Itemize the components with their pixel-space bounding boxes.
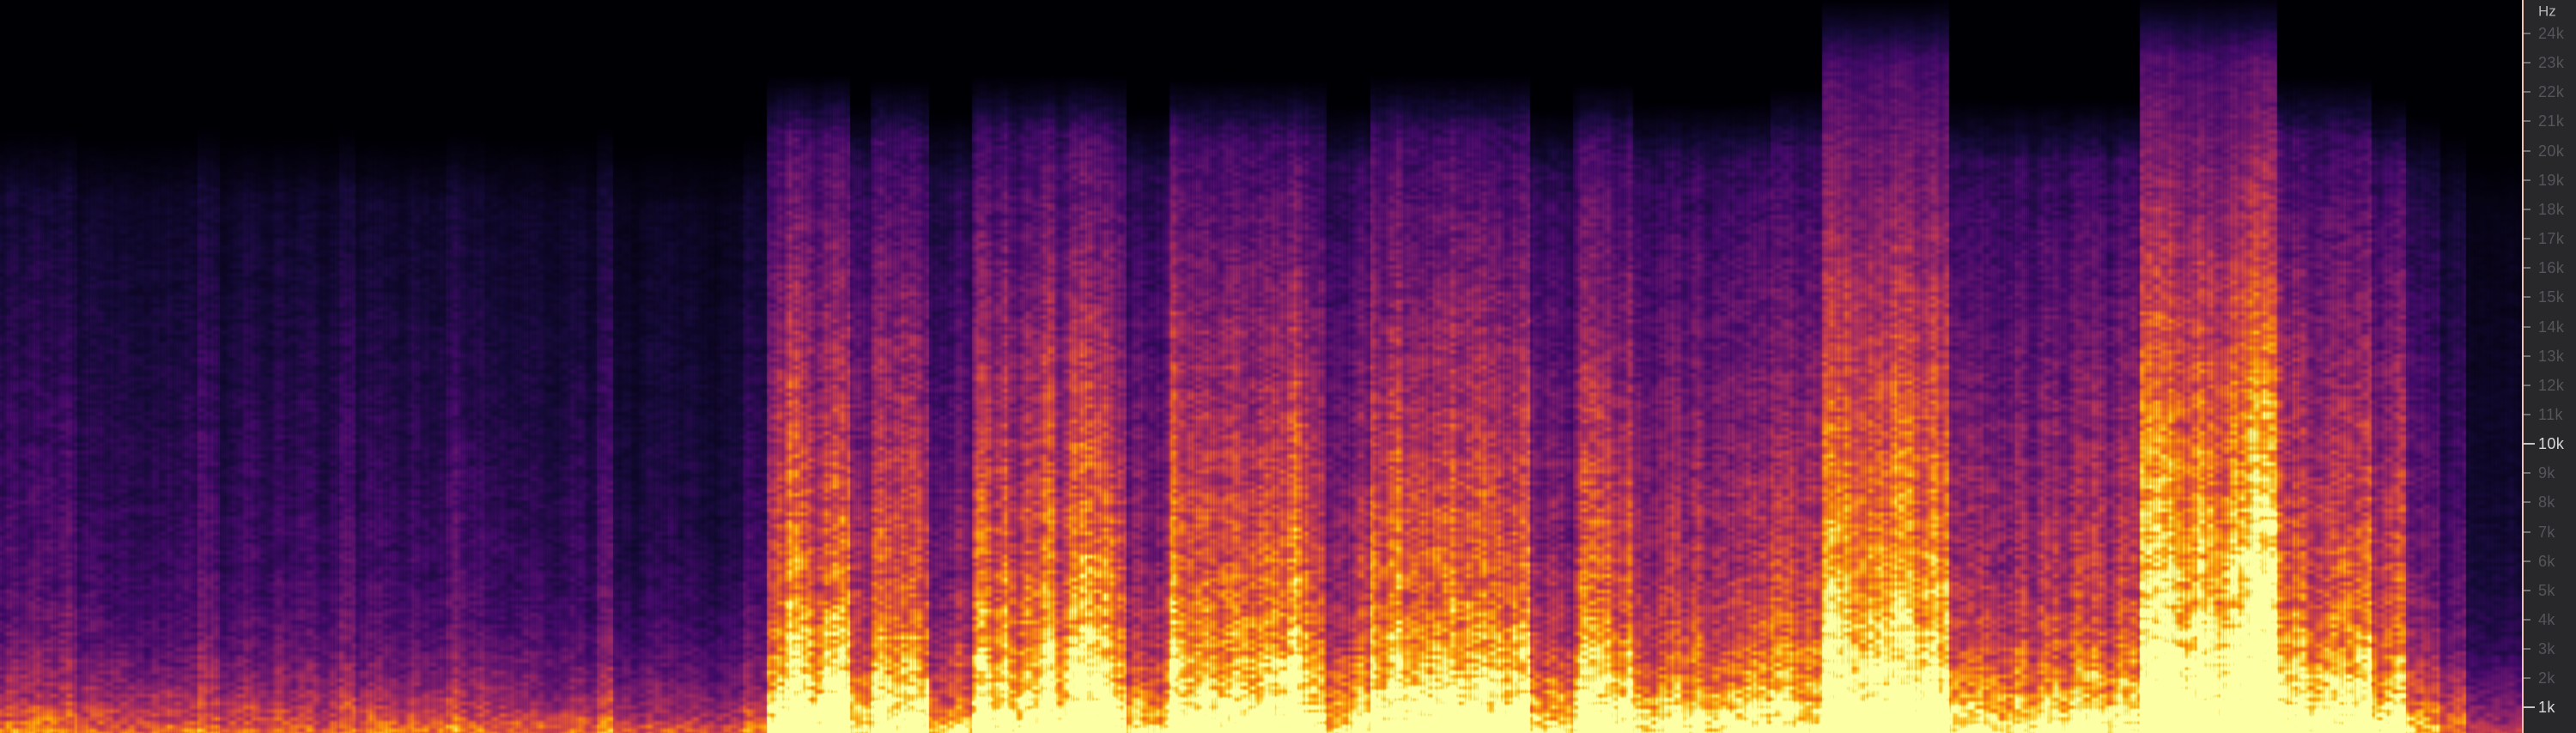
freq-tick [2524, 530, 2530, 533]
freq-tick [2524, 677, 2530, 680]
freq-label-22k: 22k [2538, 83, 2565, 101]
freq-label-8k: 8k [2538, 494, 2555, 512]
spectrogram-canvas[interactable] [0, 0, 2522, 733]
freq-tick [2524, 91, 2530, 94]
freq-label-18k: 18k [2538, 200, 2565, 218]
freq-label-16k: 16k [2538, 259, 2565, 277]
freq-tick [2524, 33, 2530, 34]
freq-label-4k: 4k [2538, 611, 2555, 628]
freq-tick [2524, 149, 2530, 152]
freq-label-12k: 12k [2538, 376, 2565, 394]
freq-tick [2524, 589, 2530, 591]
freq-tick [2524, 179, 2530, 181]
freq-label-10k: 10k [2538, 435, 2565, 453]
freq-label-20k: 20k [2538, 142, 2565, 160]
freq-label-9k: 9k [2538, 464, 2555, 482]
freq-label-3k: 3k [2538, 640, 2555, 658]
freq-label-15k: 15k [2538, 288, 2565, 306]
freq-label-5k: 5k [2538, 581, 2555, 599]
freq-tick [2524, 208, 2530, 210]
freq-tick [2524, 354, 2530, 357]
freq-tick [2524, 413, 2530, 415]
freq-label-1k: 1k [2538, 699, 2555, 717]
freq-tick [2524, 619, 2530, 621]
freq-tick [2524, 501, 2530, 504]
freq-tick [2524, 267, 2530, 270]
freq-tick [2524, 560, 2530, 562]
frequency-ruler[interactable]: Hz 24k 23k 22k 21k 20k 19k 18k 17k 16k 15k 14k 13k 1… [2522, 0, 2576, 733]
freq-label-23k: 23k [2538, 54, 2565, 72]
freq-label-2k: 2k [2538, 669, 2555, 688]
freq-label-6k: 6k [2538, 552, 2555, 570]
freq-label-21k: 21k [2538, 112, 2565, 130]
freq-label-14k: 14k [2538, 318, 2565, 336]
freq-tick [2524, 384, 2530, 386]
freq-tick [2524, 648, 2530, 651]
freq-tick [2524, 296, 2530, 299]
freq-tick [2524, 325, 2530, 328]
freq-tick-major [2524, 443, 2535, 445]
freq-tick [2524, 472, 2530, 475]
freq-label-17k: 17k [2538, 230, 2565, 248]
freq-tick [2524, 62, 2530, 64]
freq-tick-major [2524, 706, 2535, 709]
freq-label-19k: 19k [2538, 171, 2565, 189]
freq-label-13k: 13k [2538, 347, 2565, 365]
freq-tick [2524, 120, 2530, 123]
freq-label-7k: 7k [2538, 523, 2555, 541]
ruler-edge-line [2522, 0, 2524, 733]
freq-label-24k: 24k [2538, 25, 2565, 42]
freq-label-11k: 11k [2538, 405, 2563, 423]
freq-tick [2524, 238, 2530, 240]
frequency-unit-label: Hz [2538, 3, 2556, 20]
